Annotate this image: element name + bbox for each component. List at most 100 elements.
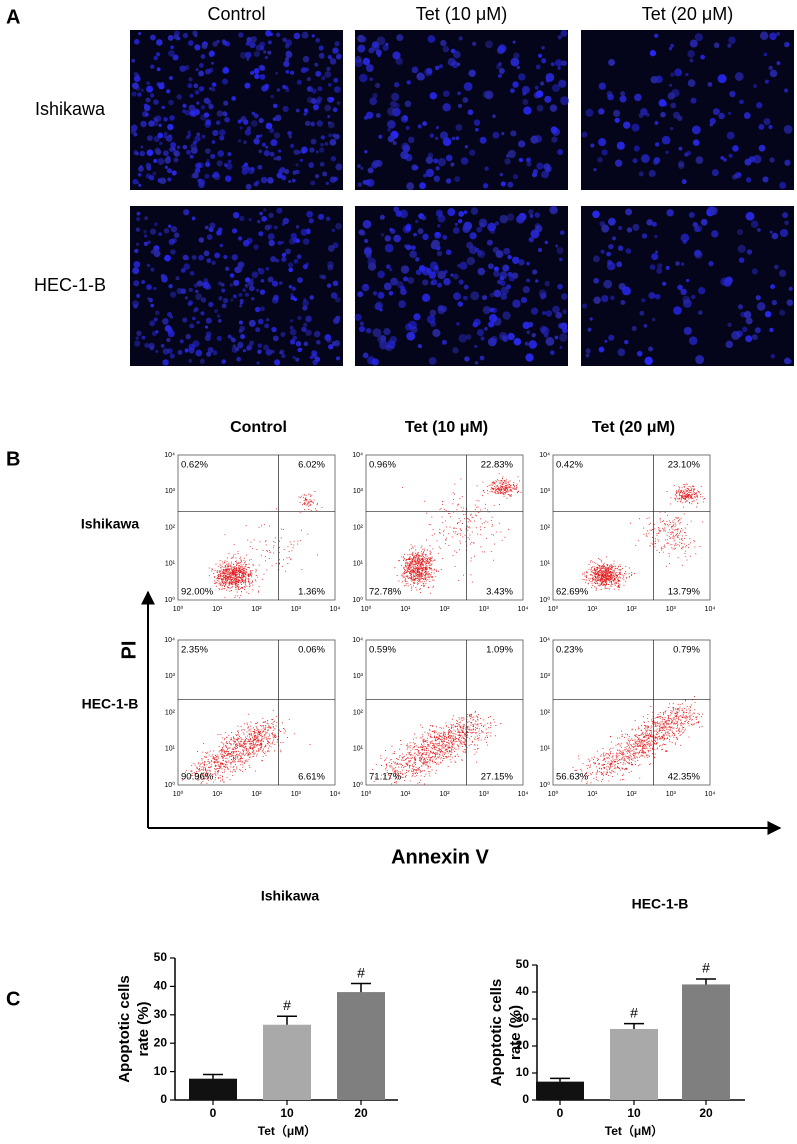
nucleus — [137, 212, 141, 216]
event-dot — [228, 577, 229, 578]
event-dot — [661, 550, 662, 551]
event-dot — [242, 579, 243, 580]
nucleus — [546, 79, 550, 83]
event-dot — [480, 547, 481, 548]
nucleus — [219, 129, 226, 136]
event-dot — [677, 498, 678, 499]
event-dot — [586, 576, 587, 577]
nucleus — [688, 79, 696, 87]
event-dot — [619, 577, 620, 578]
event-dot — [407, 562, 408, 563]
nucleus — [377, 271, 385, 279]
panel-label: A — [6, 6, 20, 28]
event-dot — [431, 574, 432, 575]
event-dot — [694, 494, 695, 495]
event-dot — [495, 484, 496, 485]
event-dot — [595, 580, 596, 581]
nucleus — [285, 88, 289, 92]
nucleus — [435, 66, 440, 71]
event-dot — [462, 496, 463, 497]
event-dot — [685, 528, 686, 529]
nucleus — [275, 72, 278, 75]
event-dot — [647, 536, 648, 537]
nucleus — [652, 318, 656, 322]
event-dot — [279, 547, 280, 548]
nucleus — [626, 248, 632, 254]
nucleus — [483, 183, 488, 188]
plot-frame — [366, 455, 523, 600]
event-dot — [610, 574, 611, 575]
event-dot — [413, 577, 414, 578]
event-dot — [417, 571, 418, 572]
event-dot — [269, 735, 270, 736]
nucleus — [198, 71, 204, 77]
event-dot — [507, 487, 508, 488]
event-dot — [218, 576, 219, 577]
nucleus — [422, 234, 428, 240]
event-dot — [251, 731, 252, 732]
event-dot — [681, 528, 682, 529]
event-dot — [229, 584, 230, 585]
nucleus — [207, 100, 212, 105]
event-dot — [691, 521, 692, 522]
nucleus — [453, 292, 461, 300]
event-dot — [216, 578, 217, 579]
event-dot — [622, 568, 623, 569]
event-dot — [223, 580, 224, 581]
nucleus — [437, 251, 442, 256]
nucleus — [459, 279, 464, 284]
event-dot — [465, 514, 466, 515]
event-dot — [669, 529, 670, 530]
event-dot — [211, 760, 212, 761]
event-dot — [623, 575, 624, 576]
nucleus — [538, 248, 542, 252]
nucleus — [150, 229, 156, 235]
event-dot — [394, 567, 395, 568]
event-dot — [201, 767, 202, 768]
nucleus — [281, 175, 286, 180]
event-dot — [501, 480, 502, 481]
event-dot — [500, 483, 501, 484]
event-dot — [517, 492, 518, 493]
event-dot — [230, 754, 231, 755]
nucleus — [713, 108, 720, 115]
event-dot — [411, 587, 412, 588]
nucleus — [266, 267, 269, 270]
event-dot — [615, 585, 616, 586]
event-dot — [615, 568, 616, 569]
nucleus — [370, 78, 373, 81]
event-dot — [622, 578, 623, 579]
event-dot — [247, 575, 248, 576]
event-dot — [243, 583, 244, 584]
nucleus — [616, 261, 622, 267]
nucleus — [686, 151, 691, 156]
event-dot — [300, 502, 301, 503]
event-dot — [597, 579, 598, 580]
event-dot — [501, 490, 502, 491]
event-dot — [413, 574, 414, 575]
event-dot — [266, 540, 267, 541]
row-label: Ishikawa — [81, 516, 140, 532]
event-dot — [501, 492, 502, 493]
event-dot — [676, 497, 677, 498]
event-dot — [243, 570, 244, 571]
event-dot — [510, 486, 511, 487]
event-dot — [420, 558, 421, 559]
event-dot — [427, 573, 428, 574]
nucleus — [405, 126, 409, 130]
event-dot — [424, 581, 425, 582]
event-dot — [658, 541, 659, 542]
nucleus — [674, 69, 682, 77]
event-dot — [283, 529, 284, 530]
nucleus — [267, 177, 274, 184]
nucleus — [310, 122, 315, 127]
nucleus — [177, 94, 182, 99]
event-dot — [604, 567, 605, 568]
nucleus — [302, 300, 309, 307]
nucleus — [378, 54, 381, 57]
event-dot — [268, 750, 269, 751]
nucleus — [237, 261, 244, 268]
x-tick-label: 10¹ — [400, 606, 411, 613]
nucleus — [303, 264, 308, 269]
nucleus — [736, 330, 743, 337]
